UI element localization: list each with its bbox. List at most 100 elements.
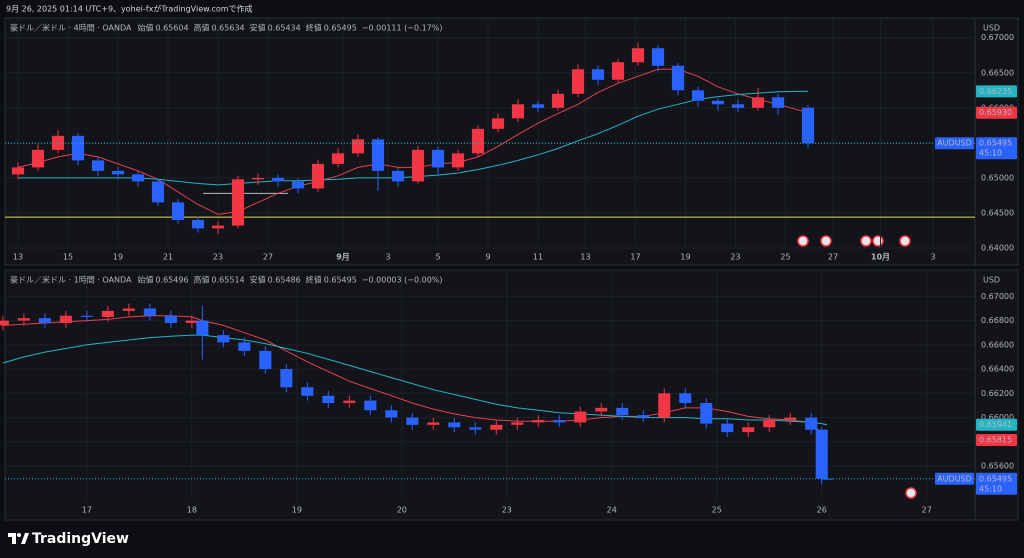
candle-body — [31, 149, 45, 168]
candle-body — [111, 170, 125, 175]
candle-body — [164, 315, 177, 324]
legend-label: 始値 — [137, 23, 153, 33]
candle-body — [532, 419, 545, 423]
x-tick-label: 23 — [213, 253, 223, 262]
logo — [8, 533, 29, 544]
candle-body — [122, 308, 135, 311]
candle-body — [217, 335, 230, 343]
price-tag-label: 0.66235 — [979, 87, 1012, 96]
candle-body — [211, 225, 225, 229]
y-tick-label: 0.64500 — [981, 208, 1014, 217]
legend-label: 終値 — [306, 23, 322, 33]
legend-label: 安値 — [250, 275, 266, 285]
candle-body — [571, 69, 585, 94]
candle-body — [311, 163, 325, 189]
chart: 0.656000.658000.660000.662000.664000.666… — [0, 271, 1017, 515]
candle-body — [451, 153, 465, 168]
x-tick-label: 27 — [263, 253, 273, 262]
candle-body — [751, 97, 765, 108]
candle-body — [143, 308, 156, 316]
legend-value: 0.65495 — [324, 24, 357, 33]
x-tick-label: 19 — [680, 253, 690, 262]
candle-body — [411, 149, 425, 182]
candle-body — [815, 429, 828, 479]
legend-change: −0.00111 (−0.17%) — [362, 24, 443, 33]
candle-body — [611, 62, 625, 80]
candle-body — [490, 424, 503, 430]
candle-body — [271, 177, 285, 182]
candle-body — [101, 310, 114, 317]
x-tick-label: 26 — [817, 506, 827, 515]
candle-body — [280, 369, 293, 388]
moving-average — [18, 90, 809, 186]
candle-body — [343, 400, 356, 404]
candle-body — [364, 400, 377, 411]
symbol-label: AUDUSD — [937, 139, 972, 148]
candle-body — [391, 170, 405, 182]
legend-value: 0.65434 — [268, 24, 301, 33]
y-tick-label: 0.66600 — [981, 340, 1014, 349]
x-tick-label: 25 — [712, 506, 722, 515]
candle-body — [471, 128, 485, 154]
candle-body — [80, 315, 93, 317]
price-tag-label: 0.65941 — [979, 420, 1012, 429]
candle-body — [595, 407, 608, 412]
candle-body — [691, 90, 705, 101]
candle-body — [805, 417, 818, 430]
candle-body — [259, 350, 272, 370]
symbol-label: AUDUSD — [937, 474, 972, 483]
y-tick-label: 0.66800 — [981, 316, 1014, 325]
candle-body — [820, 478, 834, 480]
candle-body — [406, 417, 419, 425]
candle-body — [331, 153, 345, 164]
price-tag-label: 0.65495 — [979, 139, 1012, 148]
candle-body — [801, 107, 815, 144]
candle-body — [616, 407, 629, 416]
event-icons — [797, 235, 917, 499]
countdown: 45:10 — [979, 484, 1002, 493]
x-tick-label: 21 — [163, 253, 173, 262]
candle-body — [91, 160, 105, 171]
legend-symbol: 豪ドル／米ドル · 4時間 · OANDA — [10, 23, 132, 33]
candle-body — [322, 395, 335, 404]
candle-body — [431, 149, 445, 168]
currency: USD — [983, 276, 1000, 285]
candle-body — [191, 219, 205, 229]
panel — [4, 17, 1019, 266]
x-tick-label: 11 — [533, 253, 543, 262]
price-tag-label: 0.65930 — [979, 108, 1012, 117]
y-tick-label: 0.67000 — [981, 292, 1014, 301]
price-tag-label: 0.65495 — [979, 474, 1012, 483]
candle-body — [553, 419, 566, 423]
x-tick-label: 3 — [930, 253, 935, 262]
legend-label: 始値 — [137, 275, 153, 285]
candle-body — [679, 393, 692, 404]
candle-body — [38, 318, 51, 324]
x-tick-label: 13 — [580, 253, 590, 262]
price-tag — [976, 418, 1017, 431]
x-tick-label: 27 — [922, 506, 932, 515]
legend-label: 高値 — [194, 275, 210, 285]
candle-body — [551, 93, 565, 108]
x-tick-label: 25 — [780, 253, 790, 262]
symbol-tag — [935, 137, 974, 150]
price-tag — [976, 137, 1017, 160]
y-tick-label: 0.65000 — [981, 173, 1014, 182]
candle-body — [469, 427, 482, 430]
candle-body — [301, 387, 314, 396]
candle-body — [151, 181, 165, 203]
candle-body — [731, 104, 745, 108]
x-tick-label: 27 — [828, 253, 838, 262]
x-tick-label: 10月 — [871, 253, 890, 262]
price-tag — [976, 433, 1017, 446]
candle-body — [427, 422, 440, 425]
candle-body — [742, 427, 755, 433]
legend-value: 0.65496 — [155, 276, 188, 285]
x-tick-label: 18 — [187, 506, 197, 515]
candle-body — [385, 410, 398, 418]
candle-body — [771, 97, 785, 108]
price-tag — [976, 106, 1017, 119]
x-tick-label: 24 — [607, 506, 617, 515]
countdown: 45:10 — [979, 149, 1002, 158]
